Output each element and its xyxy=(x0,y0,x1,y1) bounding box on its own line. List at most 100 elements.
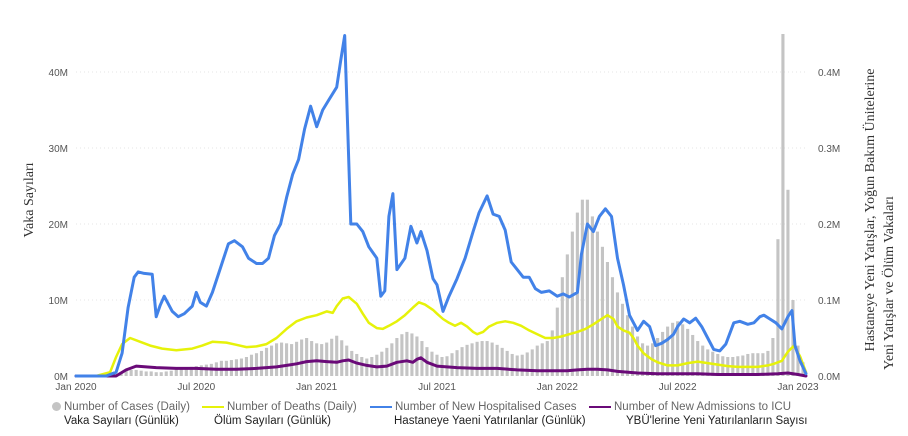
legend-sublabel-hospitalised: Hastaneye Yaeni Yatırılanlar (Günlük) xyxy=(394,415,586,427)
legend-label-cases: Number of Cases (Daily) xyxy=(64,401,190,413)
left-axis-title: Vaka Sayıları xyxy=(22,162,37,237)
case-bar xyxy=(164,371,168,376)
left-tick-label: 0M xyxy=(54,372,68,383)
x-tick-label: Jan 2022 xyxy=(537,382,579,393)
case-bar xyxy=(610,277,615,376)
case-bar xyxy=(525,352,529,376)
case-bar xyxy=(535,345,539,376)
legend-dot-icon xyxy=(52,402,61,412)
legend-line-icon xyxy=(370,405,392,408)
chart-canvas: 0M 10M 20M 30M 40M 0.0M 0.1M 0.2M 0.3M 0.4M Jan … xyxy=(22,34,897,393)
case-bar xyxy=(796,345,800,376)
series-lines xyxy=(74,34,808,378)
case-bar xyxy=(390,343,394,376)
case-bar xyxy=(656,338,660,376)
case-bar xyxy=(540,343,544,376)
legend-label-hospitalised: Number of New Hospitalised Cases xyxy=(395,401,577,413)
legend-item-hospitalised[interactable]: Number of New Hospitalised Cases xyxy=(370,401,577,413)
case-bar xyxy=(274,343,279,376)
case-bar xyxy=(189,366,193,376)
case-bar xyxy=(691,334,695,376)
case-bar xyxy=(630,326,635,376)
left-tick-label: 40M xyxy=(49,68,68,79)
case-bar xyxy=(781,34,785,376)
legend: Number of Cases (Daily) Vaka Sayıları (G… xyxy=(52,401,902,435)
case-bar xyxy=(465,344,469,376)
x-tick-label: Jan 2023 xyxy=(777,382,819,393)
case-bar xyxy=(134,369,138,376)
case-bar xyxy=(234,359,238,376)
case-bar xyxy=(605,262,610,376)
legend-item-icu[interactable]: Number of New Admissions to ICU xyxy=(589,401,791,413)
case-bar xyxy=(751,353,755,376)
case-bar xyxy=(335,335,339,376)
hospitalised-line xyxy=(74,34,808,378)
right-axis-title-line1: Hastaneye Yeni Yatışlar, Yoğun Bakım Üni… xyxy=(861,69,878,352)
x-tick-label: Jan 2021 xyxy=(296,382,338,393)
case-bar xyxy=(510,353,514,376)
case-bar xyxy=(600,246,604,376)
x-tick-label: Jul 2020 xyxy=(177,382,215,393)
case-bar xyxy=(149,371,153,376)
case-bar xyxy=(771,338,775,376)
case-bar xyxy=(520,354,524,376)
case-bar xyxy=(400,334,404,376)
right-tick-label: 0.4M xyxy=(818,68,840,79)
icu-line xyxy=(74,356,808,378)
case-bar xyxy=(585,199,589,376)
case-bar xyxy=(766,350,770,376)
case-bar xyxy=(184,367,188,376)
case-bar xyxy=(290,344,294,376)
x-tick-label: Jul 2021 xyxy=(418,382,456,393)
case-bar xyxy=(786,189,790,376)
case-bar xyxy=(139,370,143,376)
right-tick-label: 0.0M xyxy=(818,372,840,383)
case-bar xyxy=(640,343,645,376)
case-bar xyxy=(405,331,409,376)
right-tick-label: 0.1M xyxy=(818,296,840,307)
case-bar xyxy=(129,369,133,376)
case-bar xyxy=(500,347,504,376)
legend-item-cases[interactable]: Number of Cases (Daily) xyxy=(52,401,190,413)
case-bar xyxy=(340,340,344,376)
legend-sublabel-icu: YBÜ'lerine Yeni Yatırılanların Sayısı xyxy=(626,415,808,427)
case-bar xyxy=(565,254,569,376)
case-bar xyxy=(646,345,650,376)
case-bar xyxy=(620,303,625,376)
case-bar xyxy=(460,347,464,376)
legend-line-icon xyxy=(589,405,611,408)
legend-label-icu: Number of New Admissions to ICU xyxy=(614,401,792,413)
case-bar xyxy=(415,336,419,376)
left-tick-label: 20M xyxy=(49,220,68,231)
case-bar xyxy=(285,343,289,376)
case-bar xyxy=(355,353,359,376)
right-tick-label: 0.2M xyxy=(818,220,840,231)
case-bar xyxy=(686,328,690,376)
case-bar xyxy=(560,277,564,376)
case-bar xyxy=(154,372,158,376)
case-bar xyxy=(365,358,369,376)
case-bar xyxy=(661,331,665,376)
case-bar xyxy=(756,353,760,376)
case-bar xyxy=(761,353,765,376)
case-bar xyxy=(776,239,780,376)
case-bar xyxy=(410,333,414,376)
legend-line-icon xyxy=(202,405,224,408)
case-bar xyxy=(681,324,685,376)
case-bar xyxy=(505,350,509,376)
case-bar xyxy=(490,342,494,376)
legend-item-deaths[interactable]: Number of Deaths (Daily) xyxy=(202,401,357,413)
case-bar xyxy=(666,326,670,376)
right-tick-label: 0.3M xyxy=(818,144,840,155)
case-bar xyxy=(475,341,479,376)
case-bar xyxy=(696,341,700,376)
case-bar xyxy=(676,321,680,376)
case-bar xyxy=(264,347,269,376)
x-axis-ticks: Jan 2020 Jul 2020 Jan 2021 Jul 2021 Jan 2022… xyxy=(55,382,819,393)
case-bar xyxy=(590,216,594,376)
case-bar xyxy=(174,369,178,376)
case-bar xyxy=(545,341,549,376)
deaths-line xyxy=(74,295,808,378)
case-bar xyxy=(159,372,163,376)
case-bar xyxy=(259,350,264,376)
